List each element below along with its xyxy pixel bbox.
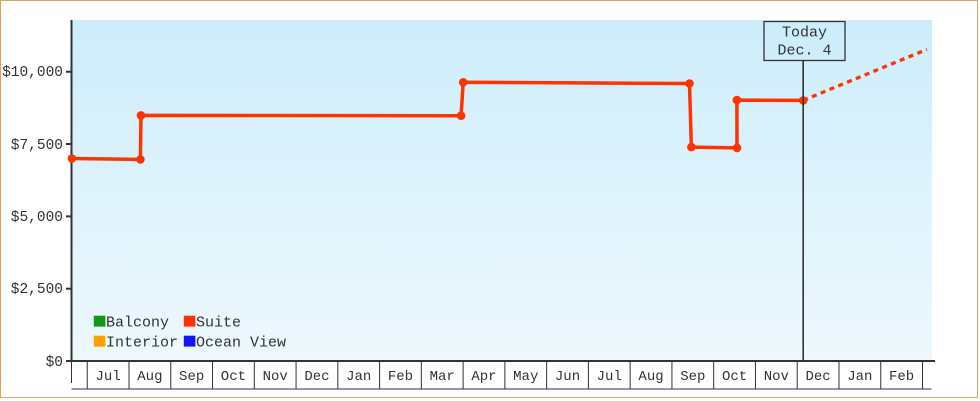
svg-text:Balcony: Balcony (106, 315, 169, 332)
svg-text:Nov: Nov (263, 369, 288, 385)
svg-text:May: May (513, 369, 538, 385)
svg-text:Jul: Jul (597, 369, 622, 385)
svg-text:$2,500: $2,500 (11, 282, 63, 298)
svg-text:$0: $0 (46, 355, 63, 371)
svg-text:Interior: Interior (106, 335, 178, 352)
svg-text:Ocean View: Ocean View (196, 335, 286, 352)
svg-text:Today: Today (782, 25, 827, 42)
svg-text:Feb: Feb (388, 369, 413, 385)
svg-text:Sep: Sep (680, 369, 705, 385)
svg-text:Apr: Apr (471, 369, 496, 385)
svg-text:$5,000: $5,000 (11, 210, 63, 226)
svg-text:Aug: Aug (137, 369, 162, 385)
svg-text:Nov: Nov (764, 369, 789, 385)
svg-text:Sep: Sep (179, 369, 204, 385)
svg-text:Jul: Jul (96, 369, 121, 385)
svg-text:$10,000: $10,000 (2, 65, 63, 81)
svg-text:Dec. 4: Dec. 4 (777, 43, 831, 60)
svg-text:Aug: Aug (638, 369, 663, 385)
svg-text:Feb: Feb (889, 369, 914, 385)
svg-text:Suite: Suite (196, 315, 241, 332)
svg-text:Oct: Oct (722, 369, 747, 385)
svg-text:Jan: Jan (847, 369, 872, 385)
svg-text:Dec: Dec (304, 369, 329, 385)
svg-text:Jan: Jan (346, 369, 371, 385)
svg-text:$7,500: $7,500 (11, 138, 63, 154)
svg-text:Jun: Jun (555, 369, 580, 385)
svg-text:Oct: Oct (221, 369, 246, 385)
svg-text:Mar: Mar (430, 369, 455, 385)
svg-text:Dec: Dec (805, 369, 830, 385)
